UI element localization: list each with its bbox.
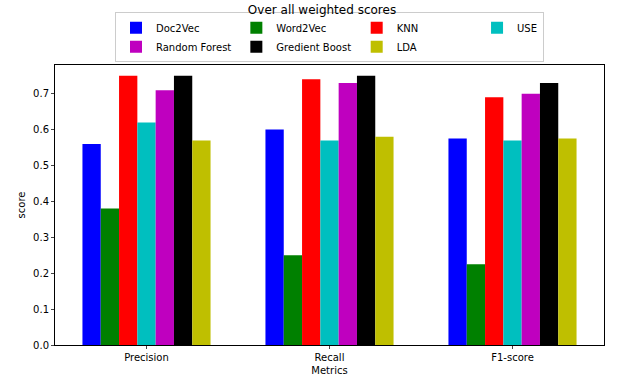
svg-text:KNN: KNN	[397, 23, 419, 34]
svg-text:0.2: 0.2	[33, 268, 49, 279]
svg-text:0.5: 0.5	[33, 160, 49, 171]
svg-text:Doc2Vec: Doc2Vec	[156, 23, 199, 34]
svg-text:Over all weighted scores: Over all weighted scores	[248, 3, 396, 17]
svg-text:score: score	[16, 192, 27, 219]
svg-text:LDA: LDA	[397, 42, 417, 53]
svg-text:Gredient Boost: Gredient Boost	[276, 42, 351, 53]
svg-text:Recall: Recall	[315, 352, 345, 363]
svg-text:Metrics: Metrics	[311, 365, 347, 376]
svg-text:Random Forest: Random Forest	[156, 42, 231, 53]
svg-text:Precision: Precision	[124, 352, 169, 363]
svg-text:Word2Vec: Word2Vec	[276, 23, 326, 34]
svg-text:0.4: 0.4	[33, 196, 49, 207]
svg-text:0.7: 0.7	[33, 88, 49, 99]
svg-text:0.0: 0.0	[33, 340, 49, 351]
svg-text:F1-score: F1-score	[491, 352, 534, 363]
svg-text:0.3: 0.3	[33, 232, 49, 243]
svg-text:0.6: 0.6	[33, 124, 49, 135]
svg-text:USE: USE	[517, 23, 537, 34]
svg-text:0.1: 0.1	[33, 304, 49, 315]
